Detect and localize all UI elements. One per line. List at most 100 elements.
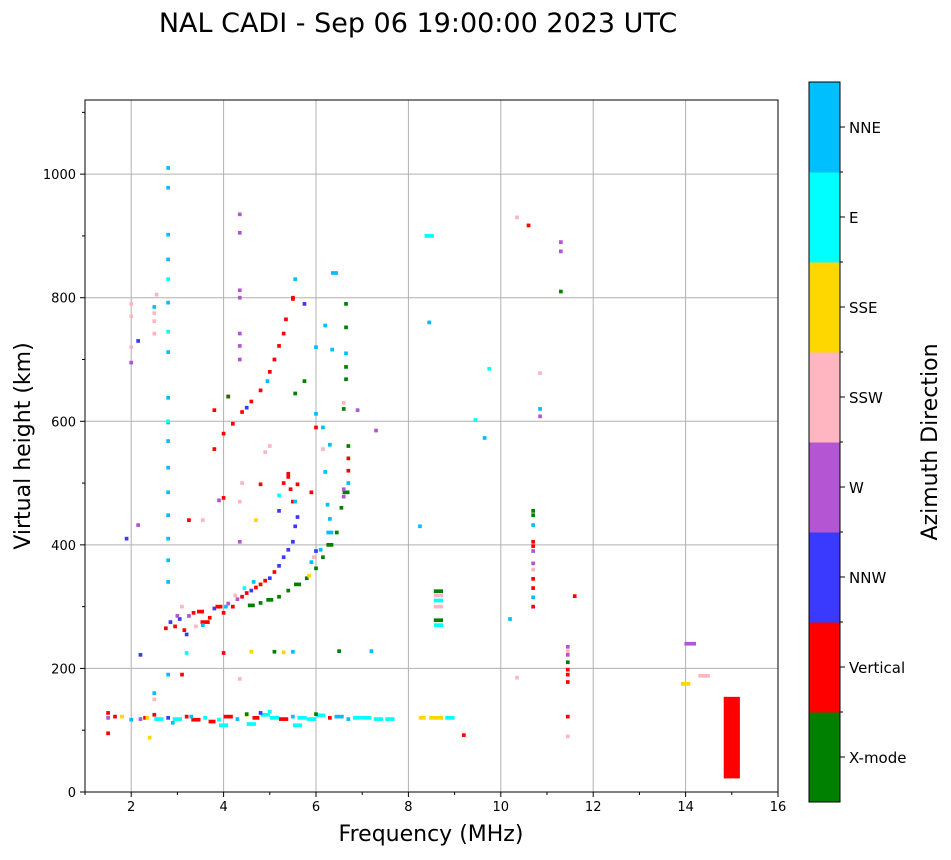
data-point-nne	[508, 617, 512, 621]
data-point-vertical	[240, 410, 244, 414]
data-point-vertical	[295, 482, 300, 487]
data-point-vertical	[208, 719, 216, 724]
data-point-w	[559, 240, 563, 244]
data-point-vertical	[254, 585, 258, 590]
colorbar-swatch	[809, 82, 840, 173]
data-point-ssw	[263, 450, 268, 455]
data-point-nne	[325, 502, 330, 507]
data-point-vertical	[286, 471, 291, 476]
data-point-vertical	[346, 456, 351, 461]
data-point-e	[246, 722, 256, 726]
data-point-nne	[166, 439, 171, 443]
colorbar-swatch	[809, 262, 840, 353]
data-point-nne	[323, 470, 328, 474]
colorbar-label-6: E	[849, 209, 858, 227]
y-axis: 0 200 400 600 800 1000	[43, 111, 85, 801]
data-point-vertical	[180, 672, 184, 677]
data-point-w	[136, 523, 140, 527]
data-point-e	[242, 586, 247, 590]
data-point-sse	[307, 573, 311, 578]
data-point-ssw	[200, 518, 205, 522]
x-axis: 2 4 6 8 10 12 14 16	[84, 792, 786, 815]
data-point-nnw	[184, 632, 189, 637]
data-point-vertical	[526, 223, 531, 228]
y-tick-label: 600	[51, 415, 76, 430]
data-point-nne	[251, 580, 256, 584]
data-point-e	[487, 366, 492, 371]
colorbar-label-7: NNE	[849, 119, 881, 137]
grid-lines	[85, 100, 778, 792]
data-point-nnw	[291, 539, 295, 544]
data-point-w	[565, 652, 570, 657]
data-point-nne	[369, 649, 374, 653]
data-point-nne	[418, 524, 422, 529]
data-point-e	[166, 277, 171, 282]
data-point-nnw	[168, 620, 173, 624]
data-point-vertical	[152, 712, 157, 717]
data-point-vertical	[258, 482, 263, 487]
y-tick-label: 400	[51, 539, 76, 554]
data-point-ssw	[311, 555, 316, 560]
colorbar-swatch	[809, 712, 840, 803]
data-point-vertical	[565, 667, 570, 672]
colorbar-swatch	[809, 442, 840, 533]
data-point-ssw	[129, 345, 134, 349]
data-point-x-mode	[247, 603, 255, 608]
data-point-vertical	[277, 344, 281, 348]
data-point-vertical	[221, 651, 226, 655]
data-point-nne	[293, 277, 298, 282]
data-point-vertical	[258, 388, 263, 393]
data-point-w	[531, 549, 535, 553]
x-tick-label: 2	[127, 800, 135, 815]
data-point-vertical	[461, 733, 466, 738]
data-point-sse	[254, 518, 258, 522]
colorbar-label-2: NNW	[849, 569, 886, 587]
data-point-sse	[418, 716, 426, 720]
data-point-nne	[291, 714, 295, 719]
data-point-nnw	[177, 617, 182, 621]
data-point-nnw	[212, 606, 217, 611]
data-point-vertical	[215, 604, 223, 609]
data-point-vertical	[272, 570, 277, 574]
data-point-vertical	[252, 716, 260, 720]
data-point-sse	[429, 716, 444, 720]
data-point-w	[237, 295, 242, 300]
data-point-nnw	[302, 302, 307, 306]
data-point-nnw	[277, 509, 281, 513]
data-point-vertical	[230, 421, 235, 426]
data-point-e	[218, 723, 229, 728]
data-point-vertical	[288, 487, 293, 492]
data-point-w	[138, 717, 143, 721]
data-point-x-mode	[344, 325, 348, 330]
data-point-e	[433, 598, 444, 603]
data-point-ssw	[152, 697, 157, 702]
colorbar-swatch	[809, 172, 840, 263]
data-point-e	[269, 716, 280, 720]
data-point-e	[362, 716, 372, 720]
data-point-vertical	[113, 714, 117, 719]
data-point-vertical	[164, 626, 168, 631]
data-point-x-mode	[344, 302, 348, 306]
data-point-nne	[318, 547, 323, 552]
data-point-vertical	[197, 609, 204, 614]
chart-title: NAL CADI - Sep 06 19:00:00 2023 UTC	[159, 8, 677, 39]
data-point-nne	[531, 595, 535, 600]
data-point-x-mode	[326, 543, 334, 547]
data-point-vertical	[182, 628, 187, 632]
data-point-nnw	[136, 339, 140, 343]
data-point-ssw	[565, 649, 570, 653]
colorbar-frame	[808, 81, 841, 803]
data-point-nne	[346, 717, 351, 721]
data-point-ssw	[538, 371, 542, 375]
data-point-w	[531, 561, 535, 566]
data-point-x-mode	[277, 594, 281, 599]
data-point-ssw	[433, 604, 444, 609]
data-point-ssw	[233, 593, 237, 598]
data-point-w	[175, 614, 180, 618]
data-point-vertical	[267, 370, 272, 374]
data-point-nne	[309, 560, 314, 565]
data-point-nne	[293, 499, 298, 504]
data-point-vertical	[258, 582, 263, 587]
data-point-x-mode	[294, 582, 301, 587]
data-point-nne	[166, 395, 171, 400]
